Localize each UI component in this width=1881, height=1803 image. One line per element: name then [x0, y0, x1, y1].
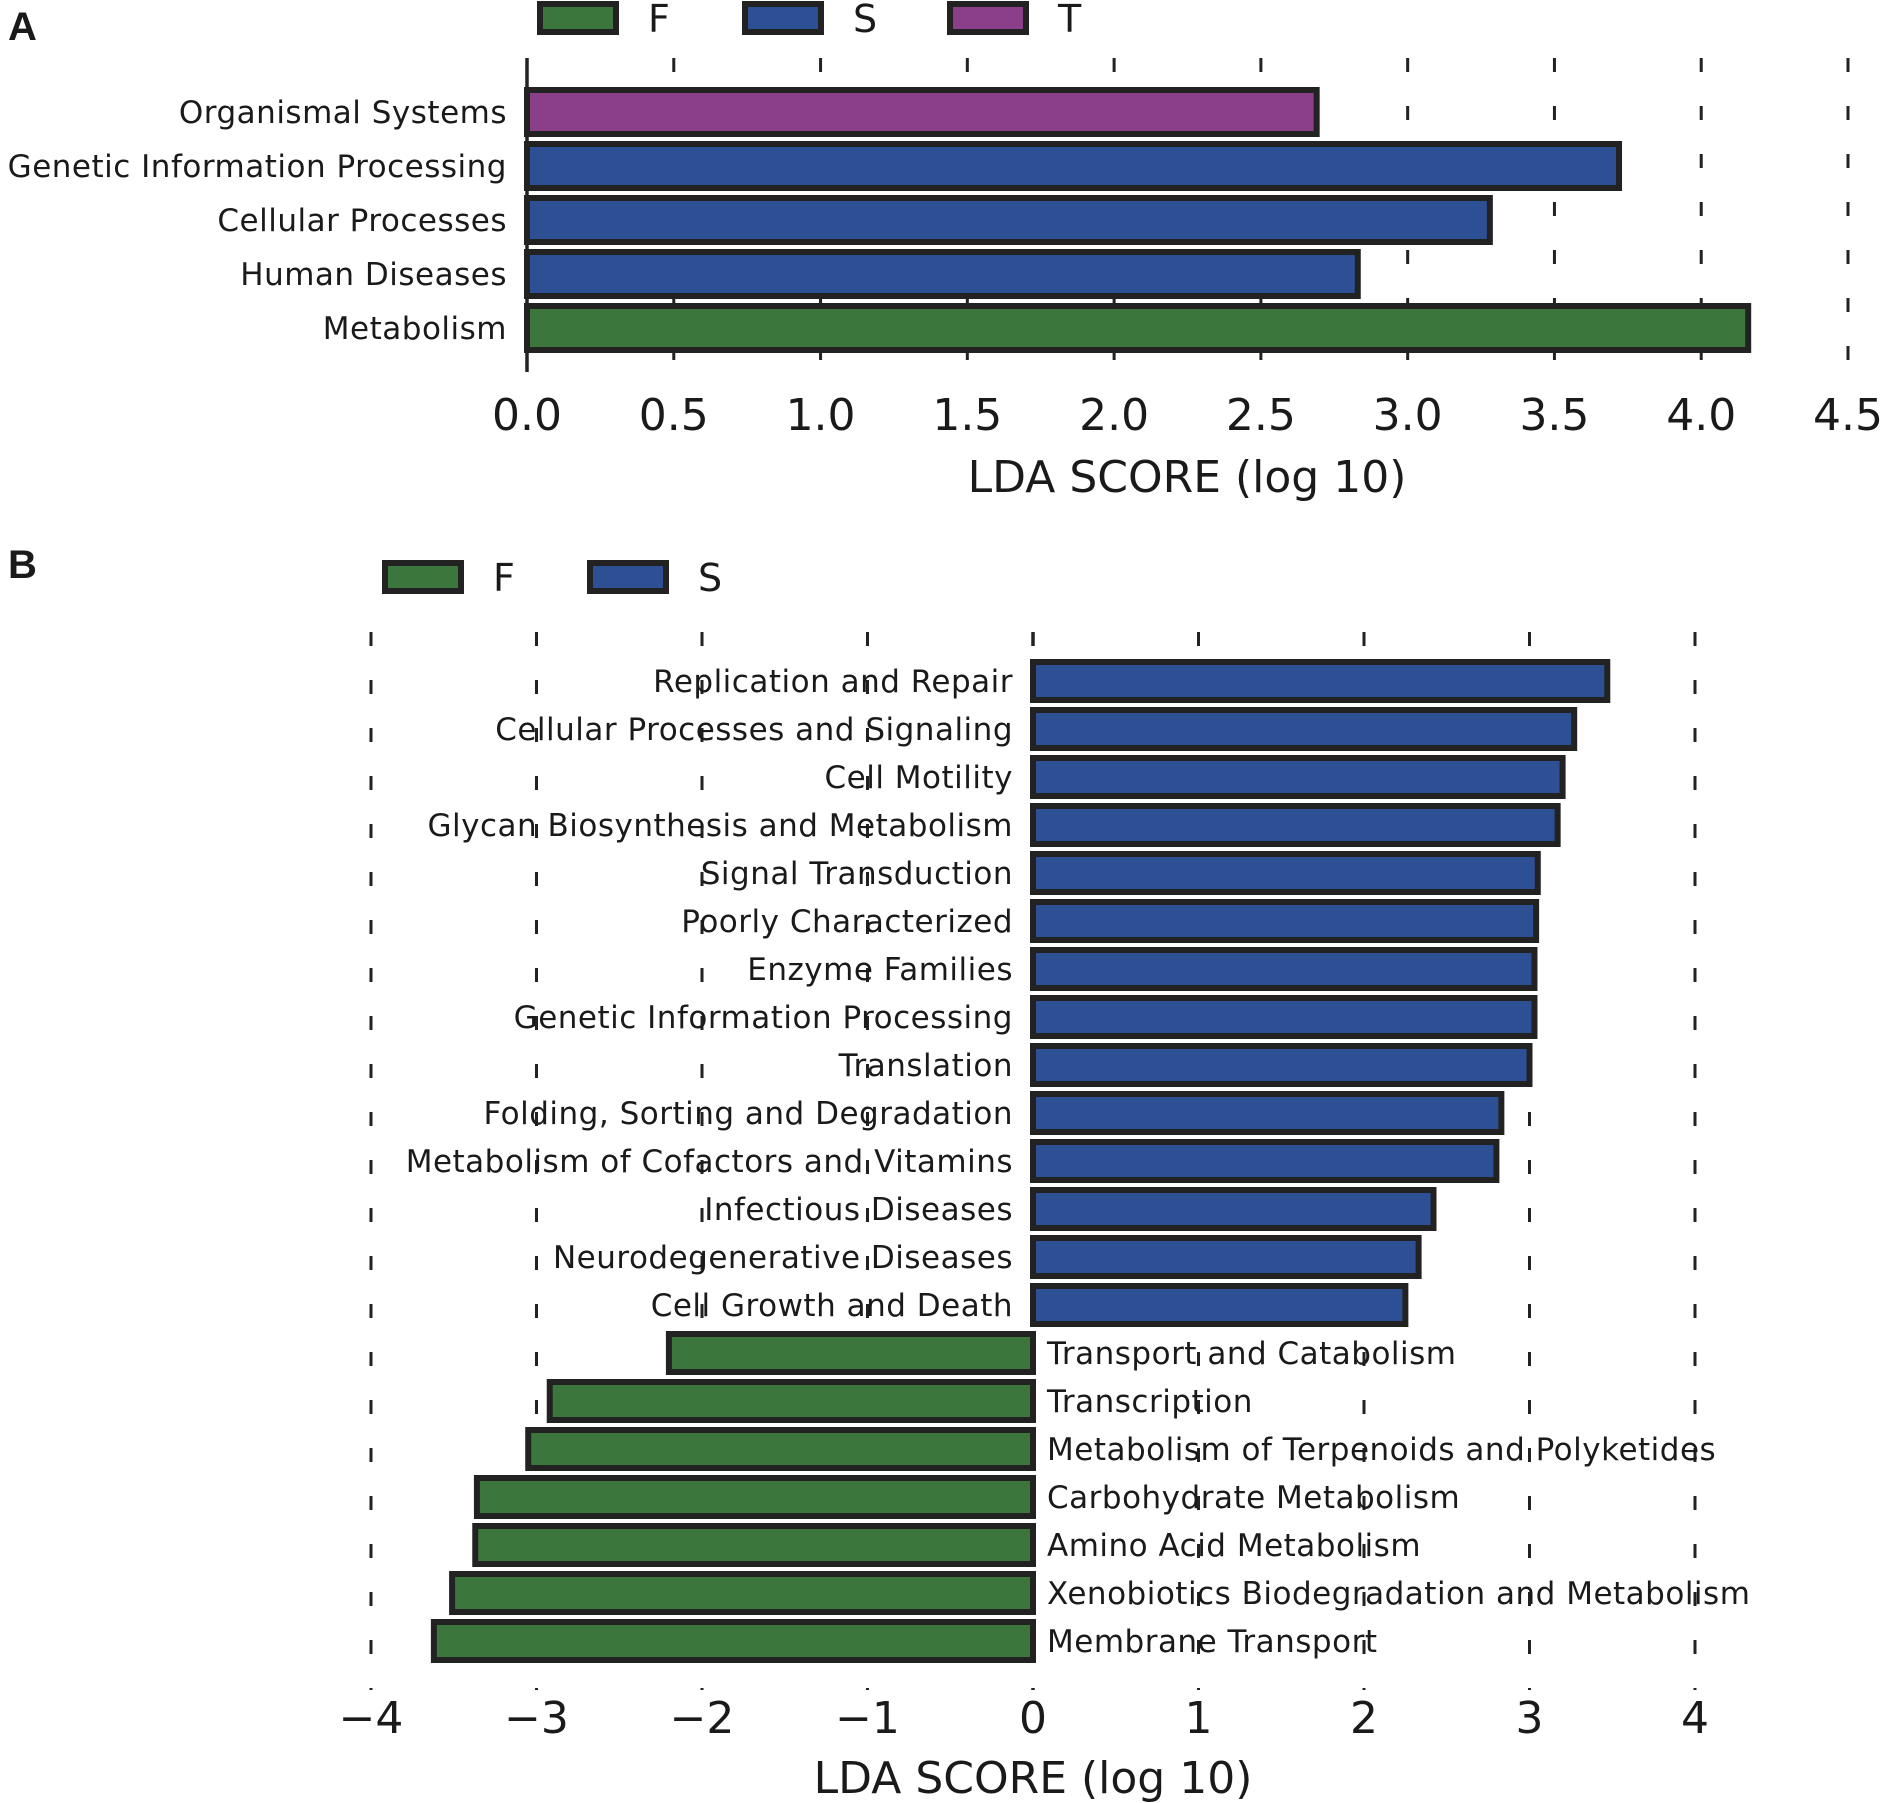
bar	[473, 1475, 1037, 1519]
legend-swatch-f	[382, 560, 464, 594]
category-label: Cellular Processes	[217, 203, 507, 239]
category-label: Neurodegenerative Diseases	[553, 1240, 1013, 1276]
category-label: Cellular Processes and Signaling	[495, 712, 1013, 748]
legend-label-t: T	[1057, 0, 1082, 41]
x-tick-labels: −4 −3 −2 −1 0 1 2 3 4	[339, 1693, 1709, 1744]
category-label: Amino Acid Metabolism	[1047, 1528, 1421, 1564]
category-label: Translation	[838, 1048, 1013, 1084]
x-tick-label: 0.0	[492, 390, 562, 441]
category-label: Xenobiotics Biodegradation and Metabolis…	[1047, 1576, 1750, 1612]
bar	[449, 1571, 1037, 1615]
category-label: Transcription	[1046, 1384, 1253, 1420]
category-label: Metabolism	[323, 311, 507, 347]
category-label: Organismal Systems	[179, 95, 507, 131]
bar	[1030, 1187, 1437, 1231]
x-tick-label: 3	[1516, 1693, 1544, 1744]
x-tick-label: 2.0	[1079, 390, 1149, 441]
category-label: Metabolism of Terpenoids and Polyketides	[1047, 1432, 1716, 1468]
category-label: Glycan Biosynthesis and Metabolism	[427, 808, 1013, 844]
bar	[524, 249, 1361, 299]
panel-letter-b: B	[8, 543, 37, 587]
category-label: Poorly Characterized	[681, 904, 1013, 940]
x-tick-label: −2	[670, 1693, 735, 1744]
x-tick-label: 1.0	[786, 390, 856, 441]
x-tick-label: −4	[339, 1693, 404, 1744]
category-labels: Replication and Repair Cellular Processes…	[406, 664, 1750, 1660]
x-tick-labels: 0.0 0.5 1.0 1.5 2.0 2.5 3.0 3.5 4.0 4.5	[492, 390, 1881, 441]
bar	[546, 1379, 1036, 1423]
legend-label-f: F	[493, 556, 515, 600]
bar	[1030, 659, 1611, 703]
category-label: Metabolism of Cofactors and Vitamins	[406, 1144, 1013, 1180]
bar	[525, 1427, 1036, 1471]
x-tick-label: 1	[1185, 1693, 1213, 1744]
legend-swatch-f	[537, 1, 619, 35]
x-tick-label: 2.5	[1226, 390, 1296, 441]
category-label: Infectious Diseases	[704, 1192, 1013, 1228]
category-label: Replication and Repair	[653, 664, 1013, 700]
x-tick-label: 3.0	[1373, 390, 1443, 441]
x-tick-label: 2	[1350, 1693, 1378, 1744]
category-label: Cell Motility	[824, 760, 1013, 796]
category-label: Signal Transduction	[701, 856, 1013, 892]
category-label: Genetic Information Processing	[8, 149, 507, 185]
panel-letter-a: A	[8, 5, 37, 49]
bar	[1030, 707, 1578, 751]
bar	[524, 303, 1752, 353]
bar	[472, 1523, 1036, 1567]
panel-a: A F S T Organismal Systems Genetic Informatio…	[8, 0, 1881, 503]
category-label: Folding, Sorting and Degradation	[483, 1096, 1013, 1132]
bar	[1030, 1043, 1533, 1087]
category-label: Genetic Information Processing	[514, 1000, 1013, 1036]
category-label: Carbohydrate Metabolism	[1047, 1480, 1460, 1516]
legend-swatch-s	[742, 1, 824, 35]
bar	[665, 1331, 1037, 1375]
bar	[524, 195, 1493, 245]
bars	[524, 87, 1752, 353]
bar	[1030, 1235, 1422, 1279]
x-tick-label: 4.0	[1666, 390, 1736, 441]
bar	[1030, 803, 1561, 847]
legend-label-s: S	[853, 0, 877, 41]
bar	[524, 141, 1623, 191]
x-axis-title: LDA SCORE (log 10)	[814, 1753, 1253, 1803]
category-labels: Organismal Systems Genetic Information Pr…	[8, 95, 507, 347]
category-label: Membrane Transport	[1047, 1624, 1377, 1660]
bar	[1030, 1283, 1409, 1327]
x-axis-title: LDA SCORE (log 10)	[968, 452, 1407, 503]
category-label: Cell Growth and Death	[651, 1288, 1013, 1324]
bar	[1030, 1091, 1505, 1135]
category-label: Transport and Catabolism	[1046, 1336, 1457, 1372]
bar	[430, 1619, 1036, 1663]
legend-swatch-s	[587, 560, 669, 594]
x-tick-label: 3.5	[1519, 390, 1589, 441]
x-tick-label: 0.5	[639, 390, 709, 441]
bar	[1030, 995, 1538, 1039]
bar	[1030, 755, 1566, 799]
legend-label-s: S	[698, 556, 722, 600]
legend-label-f: F	[648, 0, 670, 41]
x-tick-label: 4	[1681, 1693, 1709, 1744]
legend-swatch-t	[947, 1, 1029, 35]
bars	[430, 659, 1611, 1663]
bar	[1030, 851, 1541, 895]
x-tick-label: −1	[835, 1693, 900, 1744]
x-tick-label: 4.5	[1813, 390, 1881, 441]
bar	[524, 87, 1320, 137]
category-label: Human Diseases	[240, 257, 507, 293]
category-label: Enzyme Families	[747, 952, 1013, 988]
x-tick-label: 0	[1019, 1693, 1047, 1744]
bar	[1030, 1139, 1500, 1183]
bar	[1030, 947, 1538, 991]
x-tick-label: −3	[504, 1693, 569, 1744]
x-tick-label: 1.5	[932, 390, 1002, 441]
bar	[1030, 899, 1540, 943]
